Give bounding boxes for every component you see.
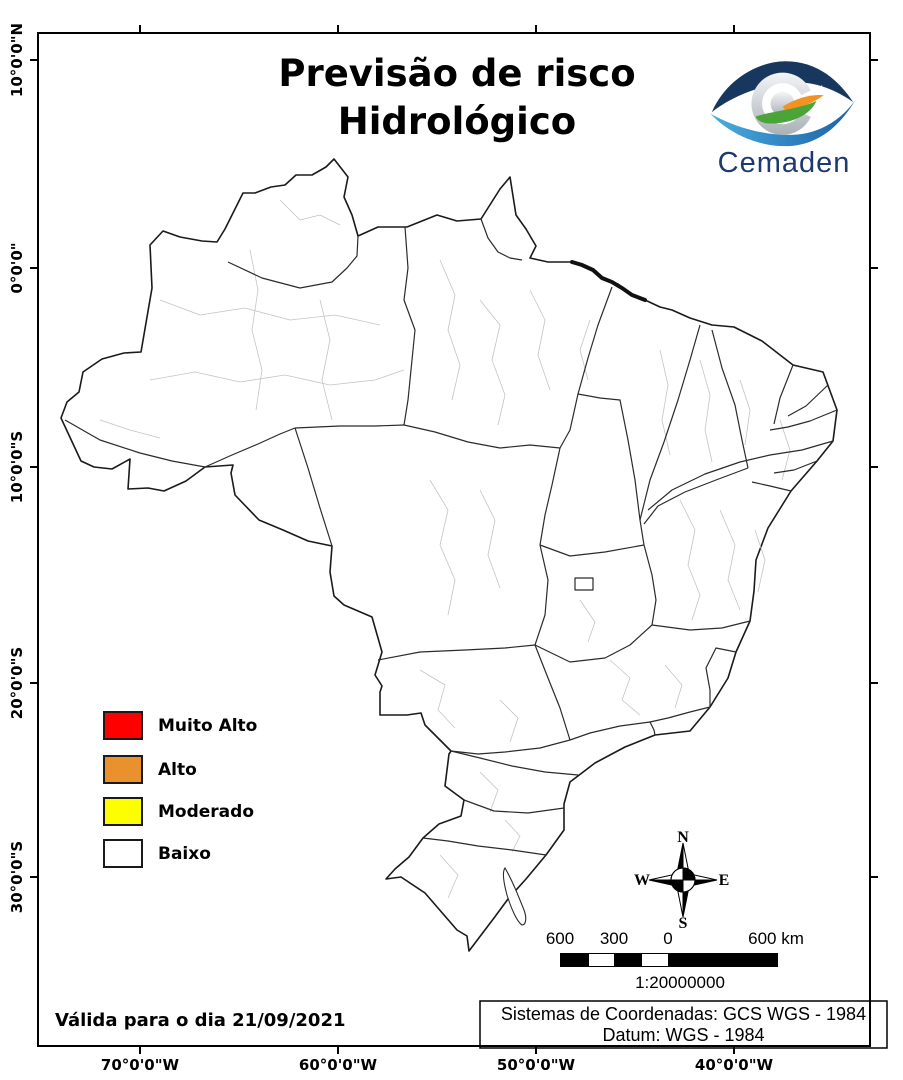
- cemaden-logo-icon: [710, 61, 855, 147]
- legend-label-moderado: Moderado: [158, 801, 254, 822]
- amazon-mouth-coast: [570, 260, 647, 302]
- yaxis-label-10n: 10°0'0"N: [8, 22, 26, 98]
- xaxis-label-50w: 50°0'0"W: [496, 1056, 576, 1074]
- legend-label-baixo: Baixo: [158, 843, 211, 864]
- scale-label-600-right: 600 km: [748, 929, 804, 948]
- municipality-borders: [99, 199, 791, 899]
- legend-swatch-baixo: [103, 839, 143, 868]
- compass-west-label: W: [634, 872, 650, 889]
- xaxis-label-60w: 60°0'0"W: [298, 1056, 378, 1074]
- title-line2: Hidrológico: [337, 100, 577, 143]
- yaxis-label-10s: 10°0'0"S: [8, 430, 26, 504]
- scale-label-300: 300: [599, 929, 629, 948]
- title-line1: Previsão de risco: [278, 52, 636, 95]
- map-frame: [37, 32, 871, 1047]
- yaxis-label-30s: 30°0'0"S: [8, 840, 26, 914]
- page-title: Previsão de risco Hidrológico: [157, 50, 757, 146]
- scale-ratio: 1:20000000: [635, 973, 725, 992]
- xaxis-label-70w: 70°0'0"W: [100, 1056, 180, 1074]
- scale-label-600-left: 600: [545, 929, 575, 948]
- compass-south-label: S: [679, 915, 688, 932]
- state-borders: [64, 218, 838, 856]
- coordinate-box: [479, 1000, 888, 1049]
- scale-bar: 600 300 0 600 km 1:20000000: [545, 929, 848, 999]
- coordinate-system-line2: Datum: WGS - 1984: [602, 1025, 765, 1045]
- legend-swatch-moderado: [103, 797, 143, 826]
- legend-item-alto: Alto: [103, 755, 197, 784]
- legend-item-baixo: Baixo: [103, 839, 211, 868]
- validity-date: Válida para o dia 21/09/2021: [55, 1010, 346, 1031]
- compass-rose: N S E W: [634, 830, 730, 932]
- compass-north-label: N: [677, 830, 689, 846]
- cemaden-logo-text: Cemaden: [717, 147, 851, 179]
- yaxis-label-0: 0°0'0": [8, 242, 26, 294]
- legend-swatch-muito-alto: [103, 711, 143, 740]
- scale-bar-track: [560, 953, 778, 967]
- legend-label-muito-alto: Muito Alto: [158, 715, 258, 736]
- legend-swatch-alto: [103, 755, 143, 784]
- xaxis-label-40w: 40°0'0"W: [694, 1056, 774, 1074]
- legend-item-muito-alto: Muito Alto: [103, 711, 257, 740]
- yaxis-label-20s: 20°0'0"S: [8, 646, 26, 720]
- scale-label-0: 0: [663, 929, 673, 948]
- legend-item-moderado: Moderado: [103, 797, 254, 826]
- coordinate-system-line1: Sistemas de Coordenadas: GCS WGS - 1984: [500, 1004, 867, 1024]
- compass-east-label: E: [719, 872, 730, 889]
- graticule-ticks: [30, 25, 878, 1054]
- lagoa-dos-patos: [502, 867, 527, 926]
- legend-label-alto: Alto: [158, 759, 197, 780]
